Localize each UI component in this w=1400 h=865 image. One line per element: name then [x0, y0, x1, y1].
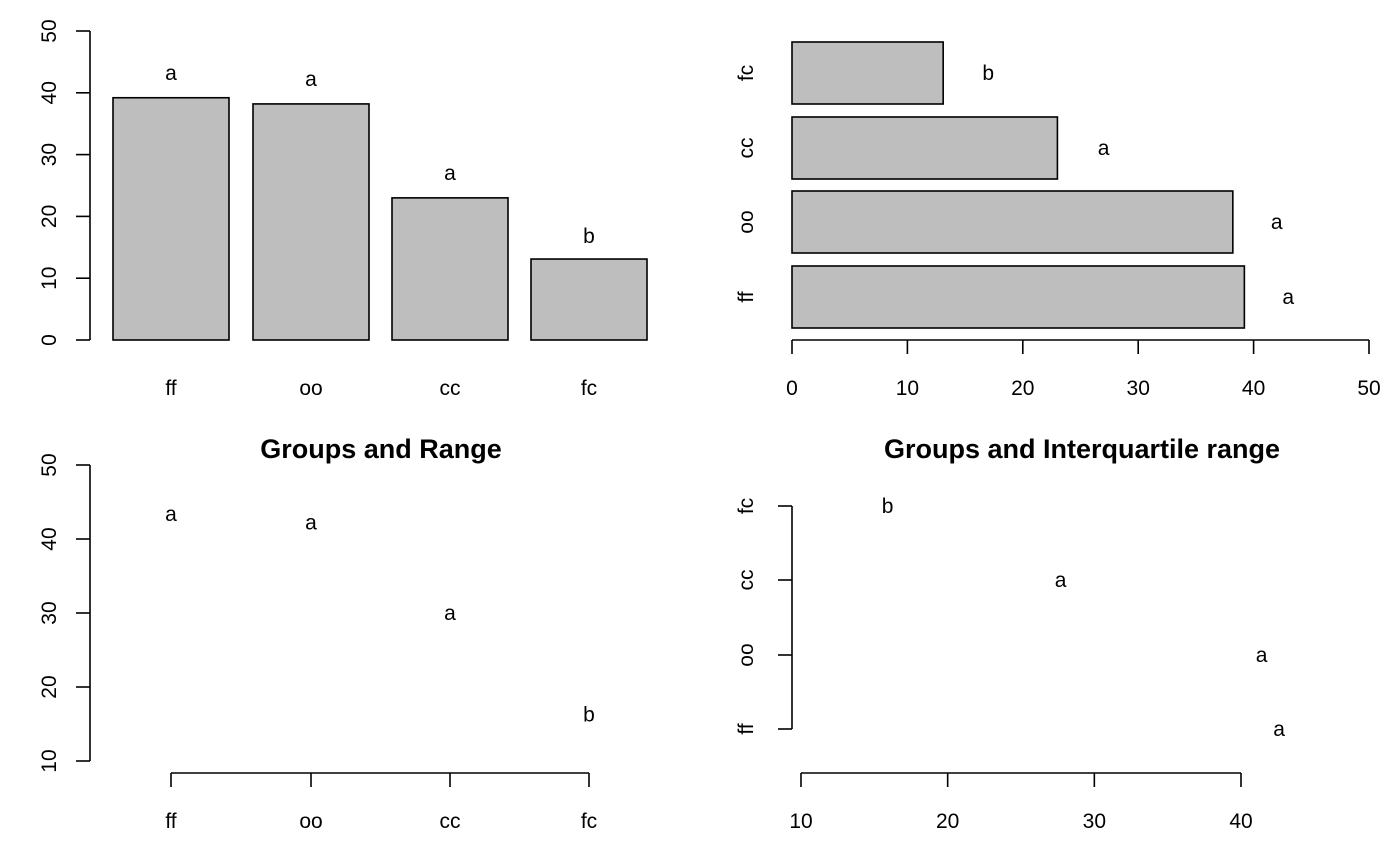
x-category-label: ff — [165, 377, 176, 400]
group-letter: b — [882, 495, 894, 518]
bar — [112, 96, 230, 341]
x-tick-label: 30 — [1127, 377, 1150, 400]
x-category-label: oo — [299, 377, 322, 400]
bar-group-letter: b — [982, 62, 994, 85]
bar — [391, 197, 509, 341]
x-category-label: ff — [165, 810, 176, 833]
y-tick-label: 30 — [38, 143, 61, 166]
y-tick-label: 50 — [38, 453, 61, 476]
y-category-label: oo — [735, 210, 758, 233]
group-letter: a — [1273, 718, 1285, 741]
y-category-label: oo — [735, 643, 758, 666]
y-tick-label: 10 — [38, 267, 61, 290]
bar-group-letter: a — [1282, 286, 1294, 309]
y-tick-label: 40 — [38, 527, 61, 550]
x-tick-label: 40 — [1242, 377, 1265, 400]
group-letter: a — [1055, 569, 1067, 592]
bar — [791, 190, 1234, 254]
bar-group-letter: a — [1271, 211, 1283, 234]
y-tick-label: 10 — [38, 749, 61, 772]
y-tick-label: 30 — [38, 601, 61, 624]
x-tick-label: 10 — [789, 810, 812, 833]
y-tick-label: 0 — [38, 334, 61, 346]
y-tick-label: 20 — [38, 675, 61, 698]
y-category-label: fc — [735, 498, 758, 514]
panel-bottom-right-iqr-chart: Groups and Interquartile range ff a oo a cc a… — [735, 434, 1285, 833]
x-category-label: cc — [440, 810, 461, 833]
bar — [791, 265, 1246, 329]
group-letter: a — [165, 503, 177, 526]
chart-title: Groups and Interquartile range — [884, 434, 1280, 464]
panel-top-left-bar-chart: 0 10 20 30 40 50 a ff a oo a cc b fc — [38, 19, 648, 400]
x-tick-label: 20 — [1011, 377, 1034, 400]
y-category-label: ff — [735, 291, 758, 302]
y-tick-label: 40 — [38, 81, 61, 104]
x-tick-label: 20 — [936, 810, 959, 833]
x-category-label: oo — [299, 810, 322, 833]
group-letter: b — [583, 703, 595, 726]
x-tick-label: 10 — [896, 377, 919, 400]
x-tick-label: 40 — [1229, 810, 1252, 833]
bar — [791, 116, 1059, 180]
x-category-label: fc — [581, 377, 597, 400]
panel-top-right-horizontal-bar-chart: 0 10 20 30 40 50 a ff a oo a cc b fc — [735, 41, 1381, 400]
bar-group-letter: a — [444, 162, 456, 185]
bar — [530, 258, 648, 341]
bar — [791, 41, 944, 105]
bar-group-letter: a — [305, 68, 317, 91]
bar — [252, 103, 370, 341]
group-letter: a — [444, 602, 456, 625]
bar-group-letter: b — [583, 225, 595, 248]
x-tick-label: 0 — [786, 377, 798, 400]
y-category-label: ff — [735, 723, 758, 734]
bar-group-letter: a — [165, 62, 177, 85]
y-tick-label: 20 — [38, 205, 61, 228]
y-tick-label: 50 — [38, 19, 61, 42]
x-tick-label: 50 — [1357, 377, 1380, 400]
panel-bottom-left-range-chart: Groups and Range 10 20 30 40 50 ff a oo a cc a fc b — [38, 434, 597, 833]
x-category-label: fc — [581, 810, 597, 833]
y-category-label: fc — [735, 65, 758, 81]
bar-group-letter: a — [1098, 137, 1110, 160]
y-category-label: cc — [735, 570, 758, 591]
group-letter: a — [1256, 644, 1268, 667]
x-tick-label: 30 — [1083, 810, 1106, 833]
chart-title: Groups and Range — [260, 434, 502, 464]
group-letter: a — [305, 512, 317, 535]
x-category-label: cc — [440, 377, 461, 400]
y-category-label: cc — [735, 138, 758, 159]
